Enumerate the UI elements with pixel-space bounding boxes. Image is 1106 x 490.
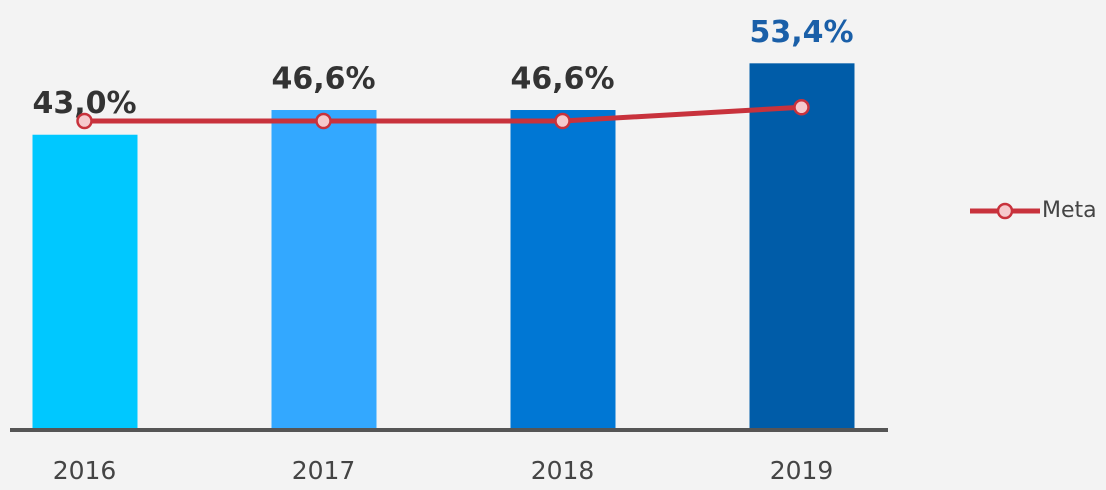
page: 43,0%201646,6%201746,6%201853,4%2019Meta… (0, 0, 1106, 490)
x-tick-label: 2019 (770, 456, 834, 485)
x-tick-label: 2016 (53, 456, 117, 485)
bar (33, 135, 138, 430)
meta-marker (795, 100, 809, 114)
value-label: 46,6% (510, 62, 614, 97)
x-tick-label: 2017 (292, 456, 356, 485)
chart: 43,0%201646,6%201746,6%201853,4%2019Meta (0, 0, 1106, 490)
x-tick-label: 2018 (531, 456, 595, 485)
bar (272, 110, 377, 430)
meta-marker (78, 114, 92, 128)
bar (511, 110, 616, 430)
value-label: 46,6% (271, 62, 375, 97)
meta-marker (556, 114, 570, 128)
legend-marker (998, 204, 1012, 218)
meta-marker (317, 114, 331, 128)
legend-label: Meta (1042, 198, 1097, 223)
bar (750, 63, 855, 430)
value-label: 53,4% (749, 15, 853, 50)
